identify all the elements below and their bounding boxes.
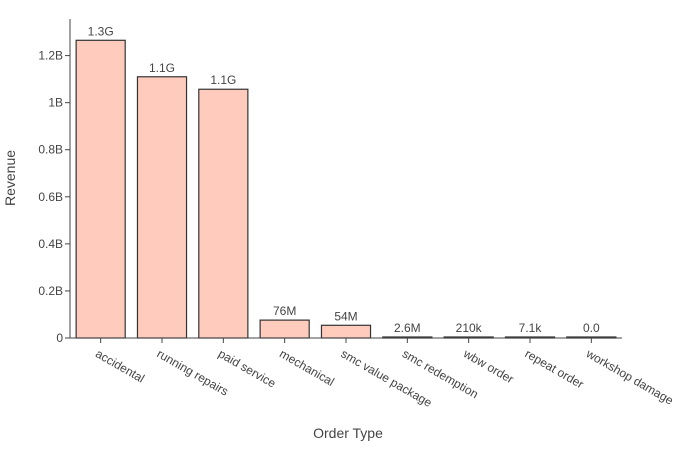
data-label: 7.1k: [519, 321, 543, 335]
y-tick-label: 0.8B: [38, 143, 63, 157]
x-tick-label: accidental: [93, 346, 147, 385]
data-label: 54M: [334, 309, 357, 323]
bar: [198, 88, 249, 339]
y-tick-label: 0.4B: [38, 237, 63, 251]
y-tick-label: 1B: [48, 96, 63, 110]
bars-group: [75, 39, 617, 339]
x-tick-label: workshop damage: [583, 346, 676, 408]
data-label: 0.0: [583, 321, 600, 335]
x-tick-label: wbw order: [460, 346, 516, 386]
y-tick-label: 0.2B: [38, 284, 63, 298]
bar: [320, 324, 372, 339]
data-label: 1.3G: [88, 24, 114, 38]
x-axis-title: Order Type: [313, 425, 383, 441]
data-labels-group: 1.3G 1.1G 1.1G 76M 54M 2.6M 210k 7.1k 0.0: [88, 24, 600, 335]
x-tick-label: repeat order: [523, 346, 587, 391]
data-label: 1.1G: [149, 61, 175, 75]
bar: [136, 76, 188, 339]
data-label: 76M: [273, 304, 296, 318]
x-tick-label: mechanical: [277, 346, 337, 388]
data-label: 1.1G: [210, 73, 236, 87]
y-axis-title: Revenue: [2, 150, 18, 206]
y-tick-label: 0.6B: [38, 190, 63, 204]
data-label: 2.6M: [394, 321, 421, 335]
bar: [259, 319, 310, 339]
y-axis: 0 0.2B 0.4B 0.6B 0.8B 1B 1.2B: [38, 19, 71, 345]
bar: [75, 39, 126, 339]
y-tick-label: 1.2B: [38, 49, 63, 63]
y-tick-label: 0: [56, 331, 63, 345]
data-label: 210k: [456, 321, 483, 335]
